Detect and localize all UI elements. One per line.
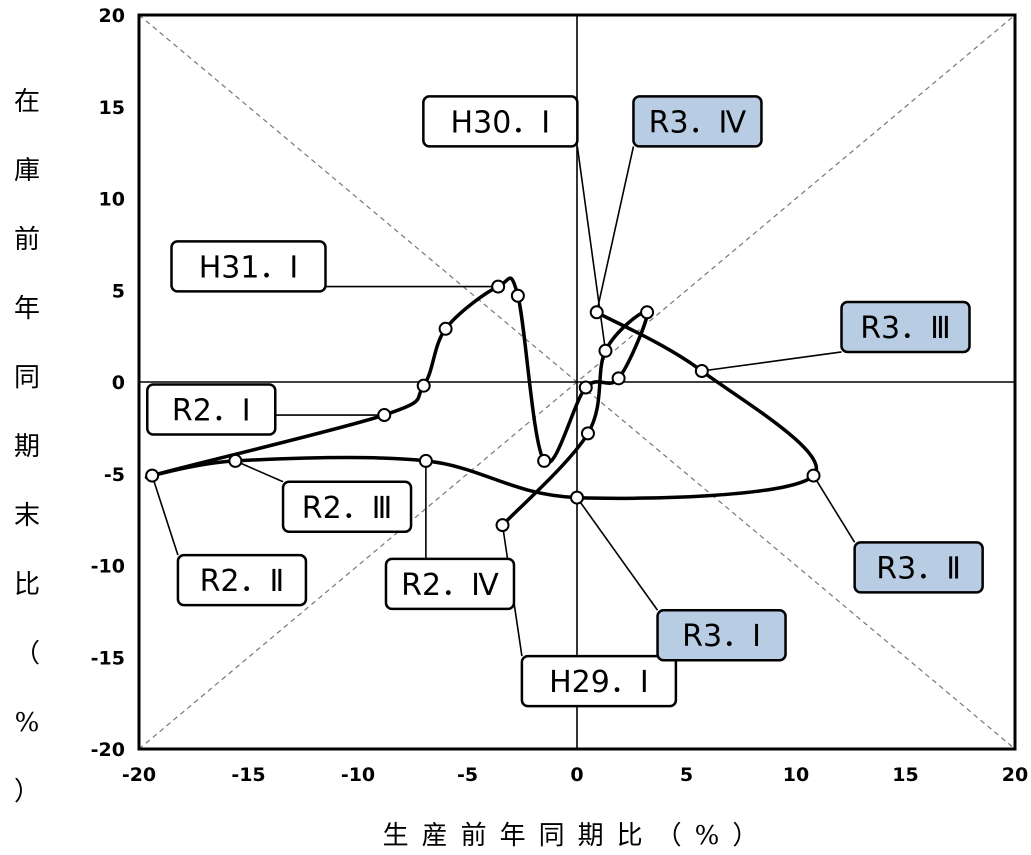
data-point — [510, 288, 525, 303]
label-box — [176, 553, 308, 607]
label-box — [170, 240, 327, 293]
x-tick-label: 15 — [892, 764, 918, 786]
label-box — [384, 557, 516, 611]
data-point — [537, 453, 552, 468]
data-point — [495, 518, 510, 533]
data-point — [598, 343, 613, 358]
x-axis-label: 生産前年同期比（%） — [383, 821, 772, 851]
data-point — [578, 380, 593, 395]
y-axis-label: 在庫前年同期末比（%） — [14, 87, 40, 807]
data-point — [611, 371, 626, 386]
y-tick-label: -20 — [91, 739, 125, 761]
leader-line — [812, 475, 856, 543]
label-box — [840, 300, 971, 354]
y-tick-label: -15 — [91, 647, 125, 669]
x-tick-label: -20 — [122, 764, 156, 786]
label-box — [853, 541, 984, 594]
leader-line — [701, 351, 842, 372]
x-tick-label: 0 — [570, 764, 583, 786]
label-box — [422, 95, 579, 148]
y-tick-label: -10 — [91, 556, 125, 578]
label-text: R3．Ⅱ — [876, 551, 961, 586]
data-point — [377, 408, 392, 423]
label-text: H30．Ⅰ — [451, 105, 551, 140]
label-text: R2．Ⅰ — [172, 394, 251, 429]
period-labels: H29．Ⅰ H30．Ⅰ H31．Ⅰ R2．Ⅰ R2．Ⅱ R2．Ⅲ R2．Ⅳ R3．Ⅰ R3．Ⅱ R… — [146, 95, 984, 708]
leader-line — [151, 475, 179, 556]
x-tick-label: 20 — [1002, 764, 1028, 786]
x-tick-label: -15 — [231, 764, 265, 786]
label-text: R2．Ⅲ — [302, 491, 393, 526]
data-point — [694, 363, 709, 378]
label-text: R2．Ⅱ — [200, 564, 285, 599]
x-tick-label: 5 — [680, 764, 693, 786]
leader-line — [576, 497, 659, 611]
y-tick-label: 20 — [99, 5, 125, 27]
data-point — [806, 468, 821, 483]
label-box — [656, 608, 787, 662]
data-point — [228, 453, 243, 468]
label-box — [281, 480, 413, 534]
label-text: R3．Ⅰ — [682, 619, 761, 654]
data-point — [418, 453, 433, 468]
leader-line — [595, 146, 635, 313]
data-point — [438, 321, 453, 336]
leader-line — [235, 460, 284, 483]
data-points — [145, 279, 821, 533]
label-box — [632, 95, 763, 148]
label-text: H29．Ⅰ — [549, 665, 649, 700]
data-point — [640, 305, 655, 320]
data-point — [589, 305, 604, 320]
leader-line — [576, 146, 607, 351]
label-text: R3．Ⅲ — [860, 311, 951, 346]
label-text: R3．Ⅳ — [649, 105, 747, 140]
y-tick-label: 5 — [112, 280, 125, 302]
x-tick-label: -5 — [457, 764, 478, 786]
x-tick-label: 10 — [783, 764, 809, 786]
tick-labels: -20 -15 -10 -5 0 5 10 15 20 20 15 10 5 0 -5 -10 -15 -20 — [91, 5, 1029, 786]
data-point — [416, 378, 431, 393]
y-tick-label: 10 — [99, 189, 125, 211]
label-text: R2．Ⅳ — [401, 568, 499, 603]
plot-area — [137, 13, 1017, 751]
data-point — [570, 490, 584, 505]
data-point — [145, 468, 160, 483]
data-point — [491, 279, 506, 294]
y-tick-label: 0 — [112, 372, 125, 394]
data-point — [580, 426, 595, 441]
x-tick-label: -10 — [341, 764, 375, 786]
label-text: H31．Ⅰ — [199, 250, 299, 285]
label-box — [520, 654, 678, 708]
y-tick-label: 15 — [99, 97, 125, 119]
y-tick-label: -5 — [104, 464, 125, 486]
label-box — [146, 383, 277, 436]
axis-labels: 生産前年同期比（%） 在庫前年同期末比（%） — [14, 87, 772, 851]
